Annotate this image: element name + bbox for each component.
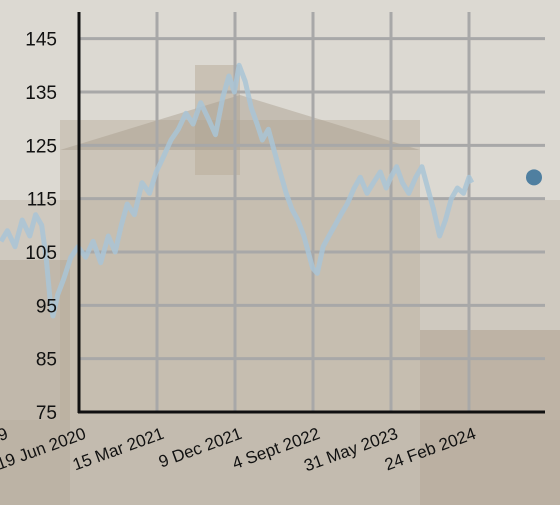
axes: [77, 12, 545, 414]
series-layer: [0, 62, 542, 319]
y-tick-label: 95: [36, 296, 57, 317]
y-tick-label: 145: [25, 30, 57, 51]
y-tick-label: 115: [27, 190, 57, 211]
y-tick-label: 125: [25, 136, 57, 157]
y-axis-ticks: 75 85 95 105 115 125 135 145: [25, 30, 57, 424]
y-tick-label: 75: [36, 403, 57, 424]
series-line: [0, 62, 475, 319]
y-tick-label: 105: [25, 243, 57, 264]
series-end-marker: [526, 169, 542, 186]
y-tick-label: 135: [25, 83, 57, 104]
x-tick-label: 9 Dec 2021: [156, 424, 244, 472]
y-tick-label: 85: [36, 350, 57, 371]
grid: [79, 12, 545, 412]
